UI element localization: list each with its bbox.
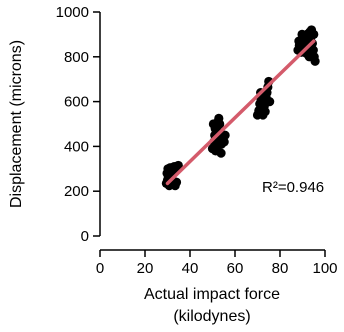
data-points [161,25,320,191]
data-point [258,110,268,120]
y-axis-ticks: 0 200 400 600 800 1000 [56,4,100,245]
y-tick-label: 1000 [56,4,89,21]
x-tick-label: 100 [312,260,337,277]
regression-fit-line [165,39,316,186]
data-point [220,130,230,140]
x-tick-label: 80 [272,260,289,277]
x-tick-label: 40 [182,260,199,277]
y-tick-label: 0 [81,228,89,245]
x-tick-label: 0 [96,260,104,277]
y-tick-label: 600 [64,94,89,111]
y-tick-label: 200 [64,183,89,200]
x-tick-label: 60 [227,260,244,277]
x-axis-label-line-1: Actual impact force [144,286,280,303]
data-point [309,29,319,39]
data-point [294,36,304,46]
x-axis-ticks: 0 20 40 60 80 100 [96,250,338,277]
y-tick-label: 400 [64,138,89,155]
data-point [208,119,218,129]
data-point [216,148,226,158]
y-tick-label: 800 [64,49,89,66]
data-point [219,137,229,147]
y-axis-label: Displacement (microns) [8,40,25,208]
x-axis-label-line-2: (kilodynes) [173,308,250,325]
r-squared-annotation: R²=0.946 [262,179,324,196]
plot-area: 0 200 400 600 800 1000 0 20 40 60 80 100 [56,4,338,277]
data-point [163,164,173,174]
x-tick-label: 20 [137,260,154,277]
data-point [265,97,275,107]
